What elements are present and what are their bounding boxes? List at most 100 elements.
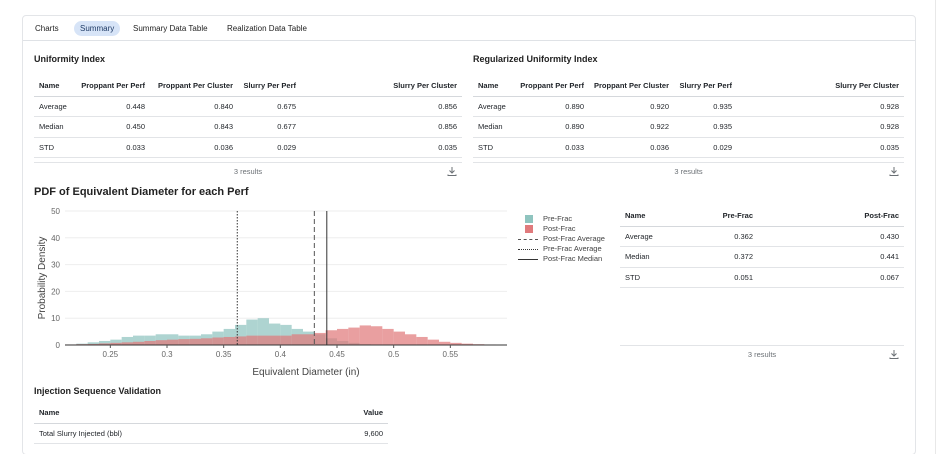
post-frac-bar	[257, 335, 269, 345]
table-cell: Average	[34, 96, 74, 117]
results-count: 3 results	[233, 167, 263, 176]
post-frac-bar	[178, 339, 190, 345]
pre-frac-bar	[133, 335, 145, 345]
pre-frac-bar	[257, 318, 269, 345]
column-header: Value	[302, 403, 388, 424]
post-frac-bar	[167, 339, 179, 345]
legend-label: Pre-Frac Average	[543, 244, 602, 253]
post-frac-bar	[133, 341, 145, 345]
x-tick-label: 0.3	[161, 350, 173, 359]
post-frac-bar	[337, 328, 349, 345]
table-cell: 0.890	[513, 96, 589, 117]
post-frac-bar	[246, 335, 258, 345]
legend-item-post-frac-median[interactable]: Post-Frac Median	[518, 254, 605, 264]
table-cell: 0.033	[513, 137, 589, 158]
table-cell: 0.920	[589, 96, 675, 117]
table-cell: 0.029	[674, 137, 738, 158]
table-cell: 0.036	[150, 137, 238, 158]
pre-frac-bar	[144, 335, 156, 345]
tab-bar: Charts Summary Summary Data Table Realiz…	[23, 16, 915, 41]
table-cell: Median	[620, 246, 680, 268]
pdf-chart-title: PDF of Equivalent Diameter for each Perf	[34, 186, 249, 198]
table-cell: 0.067	[758, 267, 904, 288]
column-header: Name	[34, 76, 74, 97]
column-header: Name	[620, 206, 680, 227]
injection-validation-title: Injection Sequence Validation	[34, 386, 162, 396]
table-header-row: Name Pre-Frac Post-Frac	[620, 206, 904, 227]
pre-frac-bar	[223, 328, 235, 345]
post-frac-bar	[212, 337, 224, 345]
tab-summary-data-table[interactable]: Summary Data Table	[133, 24, 208, 33]
table-cell: 0.677	[238, 116, 301, 138]
x-tick-label: 0.4	[275, 350, 287, 359]
legend-item-pre-frac[interactable]: Pre-Frac	[518, 214, 605, 224]
legend-swatch	[525, 225, 533, 233]
download-icon[interactable]	[446, 165, 458, 177]
pre-frac-bar	[99, 340, 111, 345]
table-cell: Average	[620, 226, 680, 247]
table-cell: 0.448	[74, 96, 150, 117]
uniformity-index-table: Name Proppant Per Perf Proppant Per Clus…	[34, 76, 462, 158]
pre-frac-bar	[110, 339, 122, 345]
legend-item-pre-frac-average[interactable]: Pre-Frac Average	[518, 244, 605, 254]
y-tick-label: 0	[56, 341, 61, 350]
post-frac-bar	[223, 336, 235, 345]
stats-table-footer: 3 results	[620, 345, 904, 361]
table-header-row: Name Proppant Per Perf Proppant Per Clus…	[34, 76, 462, 97]
table-cell: 0.372	[680, 246, 758, 268]
table-cell: 0.856	[301, 116, 462, 138]
tab-realization-data-table[interactable]: Realization Data Table	[227, 24, 307, 33]
y-axis-label: Probability Density	[37, 237, 48, 320]
table-cell: 0.441	[758, 246, 904, 268]
tab-charts[interactable]: Charts	[35, 24, 59, 33]
results-count: 3 results	[674, 167, 703, 176]
legend-label: Post-Frac Median	[543, 254, 603, 263]
y-tick-label: 30	[51, 261, 60, 270]
x-tick-label: 0.55	[443, 350, 459, 359]
table-cell: 0.928	[737, 116, 904, 138]
post-frac-bar	[348, 327, 360, 345]
legend-line	[518, 259, 538, 260]
table-header-row: Name Proppant Per Perf Proppant Per Clus…	[473, 76, 904, 97]
table-row: Average 0.362 0.430	[620, 226, 904, 247]
post-frac-bar	[87, 343, 99, 345]
regularized-index-title: Regularized Uniformity Index	[473, 54, 598, 64]
table-cell: 0.922	[589, 116, 675, 138]
table-cell: 0.035	[301, 137, 462, 158]
download-icon[interactable]	[888, 348, 900, 360]
post-frac-bar	[461, 343, 473, 345]
post-frac-bar	[155, 340, 167, 345]
column-header: Slurry Per Cluster	[737, 76, 904, 97]
uniformity-index-title: Uniformity Index	[34, 54, 106, 64]
pre-frac-bar	[280, 324, 292, 345]
y-tick-label: 50	[51, 207, 60, 216]
column-header: Post-Frac	[758, 206, 904, 227]
scrollbar-track[interactable]	[935, 0, 936, 454]
tab-summary[interactable]: Summary	[74, 21, 121, 36]
table-row: STD 0.051 0.067	[620, 267, 904, 288]
legend-item-post-frac[interactable]: Post-Frac	[518, 224, 605, 234]
x-tick-label: 0.25	[103, 350, 119, 359]
post-frac-bar	[291, 334, 303, 345]
column-header: Name	[473, 76, 513, 97]
post-frac-bar	[189, 338, 201, 345]
pdf-stats-table: Name Pre-Frac Post-Frac Average 0.362 0.…	[620, 206, 904, 288]
legend-item-post-frac-average[interactable]: Post-Frac Average	[518, 234, 605, 244]
column-header: Proppant Per Cluster	[589, 76, 675, 97]
regularized-table-footer: 3 results	[473, 162, 904, 178]
download-icon[interactable]	[888, 165, 900, 177]
y-tick-label: 20	[51, 287, 60, 296]
table-cell: STD	[473, 137, 513, 158]
legend-label: Pre-Frac	[543, 214, 573, 223]
post-frac-bar	[280, 335, 292, 345]
column-header: Proppant Per Cluster	[150, 76, 238, 97]
table-cell: Total Slurry Injected (bbl)	[34, 423, 303, 444]
legend-label: Post-Frac Average	[543, 234, 605, 243]
table-cell: Average	[473, 96, 513, 117]
column-header: Name	[34, 403, 303, 424]
table-cell: 0.928	[737, 96, 904, 117]
regularized-index-table: Name Proppant Per Perf Proppant Per Clus…	[473, 76, 904, 158]
legend-swatch	[525, 215, 533, 223]
column-header: Proppant Per Perf	[513, 76, 589, 97]
post-frac-bar	[235, 336, 247, 345]
